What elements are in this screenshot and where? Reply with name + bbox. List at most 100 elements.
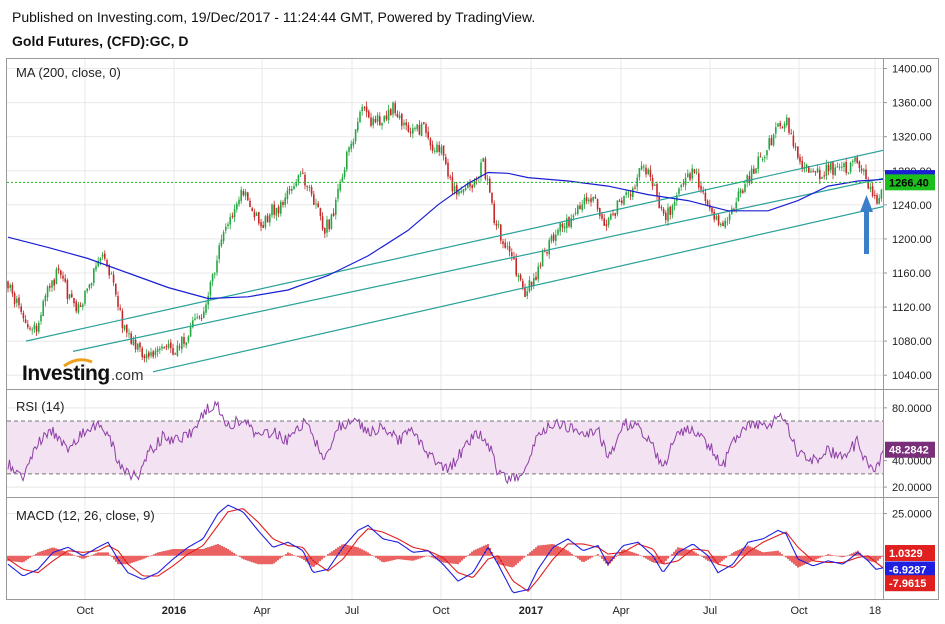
macd-histogram-bar: [669, 555, 671, 557]
candle-body: [414, 127, 416, 129]
candle-body: [282, 202, 284, 205]
candle-body: [137, 343, 139, 350]
candle-body: [680, 184, 682, 188]
macd-histogram-bar: [51, 547, 53, 556]
candle-body: [385, 115, 388, 120]
candle-body: [601, 214, 603, 219]
macd-histogram-bar: [127, 555, 129, 565]
candle-body: [77, 304, 80, 313]
macd-histogram-bar: [639, 555, 641, 556]
candle-body: [546, 252, 548, 254]
y-tick-label: 40.0000: [892, 456, 932, 468]
macd-histogram-bar: [333, 550, 335, 556]
y-tick-label: 1040.00: [892, 370, 932, 382]
rsi-value-label-text: 48.2842: [889, 445, 929, 457]
candle-body: [676, 195, 678, 202]
macd-histogram-bar: [715, 555, 717, 564]
candle-body: [84, 290, 86, 304]
candle-body: [141, 348, 143, 358]
candle-body: [88, 284, 91, 289]
macd-histogram-bar: [65, 551, 67, 556]
macd-histogram-bar: [537, 545, 539, 556]
candle-body: [145, 353, 148, 359]
candle-body: [698, 173, 700, 188]
x-tick-label: Jul: [345, 605, 359, 617]
macd-histogram-bar: [403, 555, 405, 560]
macd-histogram-bar: [151, 555, 153, 556]
macd-histogram-bar: [587, 555, 589, 560]
macd-histogram-bar: [265, 555, 267, 565]
candle-body: [467, 181, 469, 189]
macd-histogram-bar: [101, 552, 103, 556]
candle-body: [423, 122, 425, 124]
macd-histogram-bar: [219, 544, 221, 556]
macd-histogram-bar: [557, 546, 559, 556]
candle-body: [220, 239, 223, 246]
candle-body: [482, 158, 484, 162]
macd-histogram-bar: [83, 555, 85, 559]
macd-histogram-bar: [787, 555, 789, 560]
investing-logo: Investing .com: [22, 358, 144, 385]
candle-body: [313, 194, 315, 205]
macd-histogram-bar: [429, 555, 431, 557]
macd-histogram-bar: [683, 548, 685, 556]
price-pane: [7, 100, 883, 373]
candle-body: [156, 348, 159, 352]
macd-histogram-bar: [601, 555, 603, 559]
macd-histogram-bar: [501, 555, 503, 566]
candle-body: [753, 168, 755, 174]
candle-body: [493, 203, 495, 223]
macd-histogram-bar: [505, 555, 507, 567]
candle-body: [728, 214, 731, 221]
macd-histogram-bar: [393, 555, 395, 561]
candle-body: [812, 171, 814, 173]
macd-histogram-bar: [355, 546, 357, 556]
macd-histogram-bar: [693, 551, 695, 556]
macd-histogram-bar: [359, 548, 361, 556]
candle-body: [108, 265, 110, 276]
macd-histogram-bar: [737, 550, 739, 556]
candle-body: [843, 163, 845, 167]
macd-histogram-bar: [349, 545, 351, 556]
macd-histogram-bar: [685, 549, 687, 556]
macd-histogram-bar: [453, 555, 455, 564]
candle-body: [187, 336, 190, 342]
macd-histogram-bar: [199, 549, 201, 556]
macd-histogram-bar: [347, 545, 349, 556]
macd-histogram-bar: [203, 548, 205, 556]
macd-histogram-bar: [407, 555, 409, 561]
macd-histogram-bar: [213, 545, 215, 556]
candle-body: [533, 278, 535, 287]
macd-histogram-bar: [141, 555, 143, 560]
candle-body: [315, 203, 317, 205]
macd-histogram-bar: [741, 548, 743, 556]
macd-histogram-bar: [699, 555, 701, 556]
candle-body: [86, 288, 88, 292]
candle-body: [880, 189, 883, 199]
macd-histogram-bar: [701, 555, 703, 557]
macd-histogram-bar: [455, 555, 457, 564]
candle-body: [511, 252, 513, 256]
candle-body: [297, 175, 300, 183]
candle-body: [394, 103, 396, 114]
candle-body: [97, 260, 99, 267]
macd-histogram-bar: [823, 555, 825, 557]
macd-histogram-bar: [473, 550, 475, 556]
candle-body: [757, 156, 759, 170]
candle-body: [561, 223, 564, 228]
macd-histogram-bar: [395, 555, 397, 560]
macd-histogram-bar: [367, 552, 369, 556]
macd-histogram-bar: [527, 554, 529, 556]
candle-body: [42, 301, 44, 316]
macd-histogram-bar: [81, 555, 83, 559]
macd-histogram-bar: [521, 555, 523, 560]
candle-body: [662, 208, 665, 214]
macd-histogram-bar: [465, 555, 467, 557]
candle-body: [361, 107, 363, 112]
candle-body: [605, 224, 608, 227]
logo-main: Investing: [22, 362, 110, 385]
macd-histogram-bar: [543, 544, 545, 556]
macd-histogram-bar: [539, 545, 541, 556]
macd-histogram-bar: [785, 555, 787, 558]
